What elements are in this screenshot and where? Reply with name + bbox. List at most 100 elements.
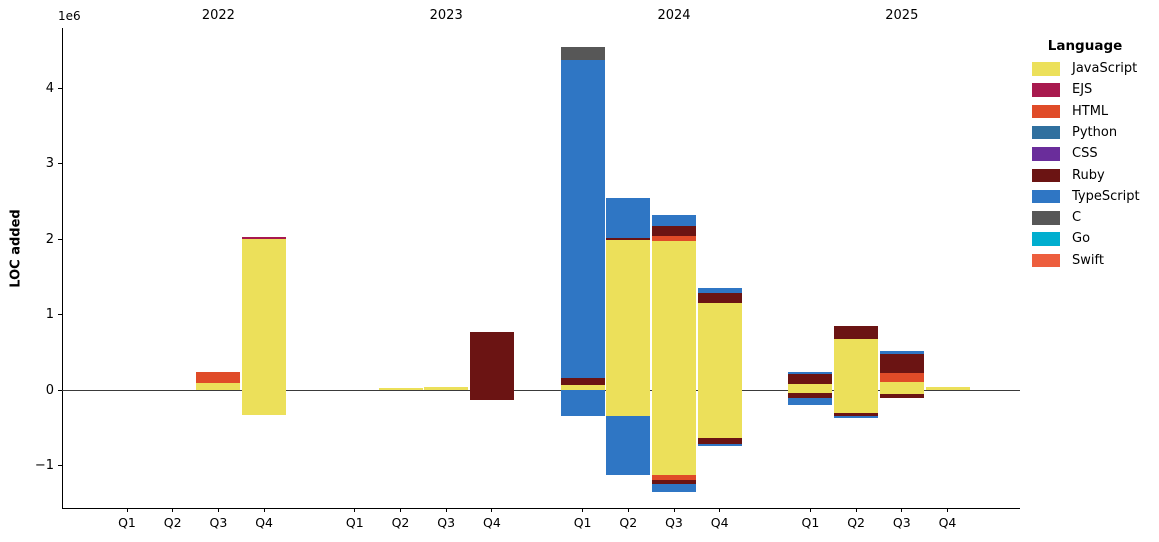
legend-item-label: C	[1072, 210, 1082, 226]
y-axis-spine	[62, 28, 63, 508]
x-tick-label: Q4	[255, 515, 273, 530]
x-tick-mark	[809, 508, 811, 512]
bar-segment	[560, 47, 605, 61]
x-tick-mark	[354, 508, 356, 512]
bar-segment	[652, 226, 696, 236]
y-axis-offset-text: 1e6	[58, 9, 81, 23]
bar-segment	[788, 374, 833, 384]
bar-segment	[196, 383, 241, 390]
x-tick-label: Q1	[118, 515, 136, 530]
legend-title: Language	[1047, 38, 1123, 54]
legend-swatch	[1032, 168, 1060, 182]
legend-swatch	[1032, 83, 1060, 97]
x-tick-mark	[947, 508, 948, 512]
bar-segment	[834, 415, 879, 419]
bar-segment	[788, 397, 833, 406]
x-tick-label: Q3	[892, 515, 911, 530]
y-tick-label: 3	[45, 156, 54, 171]
x-tick-mark	[719, 508, 721, 512]
legend-swatch	[1032, 211, 1060, 225]
bar-segment	[697, 437, 742, 445]
bar-segment	[242, 236, 287, 239]
bar-segment	[652, 479, 696, 485]
bar-segment	[469, 331, 514, 390]
bar-segment	[879, 351, 924, 354]
bar-segment	[834, 325, 879, 340]
x-tick-mark	[400, 508, 401, 512]
bar-segment	[697, 444, 742, 446]
x-tick-mark	[901, 508, 903, 512]
y-tick-mark	[58, 163, 62, 164]
bar-segment	[879, 353, 924, 373]
bar-segment	[788, 393, 833, 398]
legend-item-label: Python	[1072, 124, 1118, 140]
y-tick-label: 2	[45, 231, 54, 247]
year-label: 2025	[885, 8, 919, 23]
year-label: 2024	[657, 8, 691, 23]
bar-segment	[834, 339, 879, 390]
x-tick-label: Q4	[710, 515, 729, 530]
legend: Language JavaScript EJS HTML Python CSS Ruby T…	[1030, 38, 1158, 275]
x-tick-mark	[491, 508, 493, 512]
x-tick-mark	[172, 508, 174, 512]
bar-segment	[242, 390, 287, 415]
bar-segment	[697, 288, 742, 293]
legend-swatch	[1032, 232, 1060, 246]
legend-item-label: HTML	[1072, 103, 1109, 119]
bar-segment	[560, 60, 605, 378]
bar-segment	[879, 390, 924, 394]
legend-item-label: Ruby	[1072, 167, 1105, 183]
x-tick-mark	[855, 508, 857, 512]
bar-segment	[652, 235, 696, 242]
x-tick-mark	[126, 508, 128, 512]
bar-segment	[606, 238, 651, 240]
x-tick-label: Q1	[801, 515, 820, 530]
x-tick-mark	[673, 508, 675, 512]
x-tick-label: Q2	[619, 515, 638, 530]
legend-swatch	[1032, 62, 1060, 76]
legend-swatch	[1032, 253, 1060, 268]
legend-item-label: Swift	[1072, 252, 1104, 268]
legend-item-label: CSS	[1072, 146, 1098, 162]
x-tick-mark	[445, 508, 447, 512]
legend-swatch	[1032, 147, 1060, 161]
x-tick-label: Q2	[391, 515, 410, 530]
x-tick-label: Q2	[163, 515, 182, 530]
x-tick-label: Q1	[573, 515, 592, 530]
x-tick-label: Q1	[345, 515, 364, 530]
legend-item-label: Go	[1072, 231, 1091, 247]
bar-segment	[560, 384, 605, 390]
legend-swatch	[1032, 104, 1060, 119]
bar-segment	[788, 383, 833, 390]
y-tick-label: 1	[45, 307, 54, 322]
y-tick-mark	[58, 314, 62, 315]
bar-segment	[879, 381, 924, 390]
bar-segment	[834, 412, 879, 416]
y-tick-mark	[58, 465, 62, 466]
y-tick-mark	[58, 238, 62, 240]
bar-segment	[606, 239, 651, 390]
x-tick-mark	[627, 508, 629, 512]
legend-swatch	[1032, 125, 1060, 140]
legend-item-label: TypeScript	[1072, 188, 1140, 204]
bar-segment	[652, 474, 696, 480]
legend-item-label: EJS	[1072, 82, 1093, 98]
x-tick-label: Q2	[847, 515, 865, 530]
legend-swatch	[1032, 189, 1060, 204]
bar-segment	[834, 390, 879, 413]
y-tick-mark	[58, 87, 62, 89]
bar-segment	[697, 390, 742, 438]
x-tick-label: Q3	[437, 515, 456, 530]
bar-segment	[242, 239, 287, 390]
x-tick-mark	[217, 508, 219, 512]
bar-segment	[788, 390, 833, 394]
y-tick-label: 4	[45, 80, 54, 96]
y-tick-label: −1	[34, 458, 54, 473]
bar-segment	[606, 390, 651, 417]
bar-segment	[652, 214, 696, 227]
x-tick-label: Q3	[209, 515, 228, 530]
bar-segment	[925, 386, 970, 390]
bar-segment	[879, 372, 924, 382]
bar-segment	[697, 303, 742, 390]
y-tick-mark	[58, 389, 62, 391]
